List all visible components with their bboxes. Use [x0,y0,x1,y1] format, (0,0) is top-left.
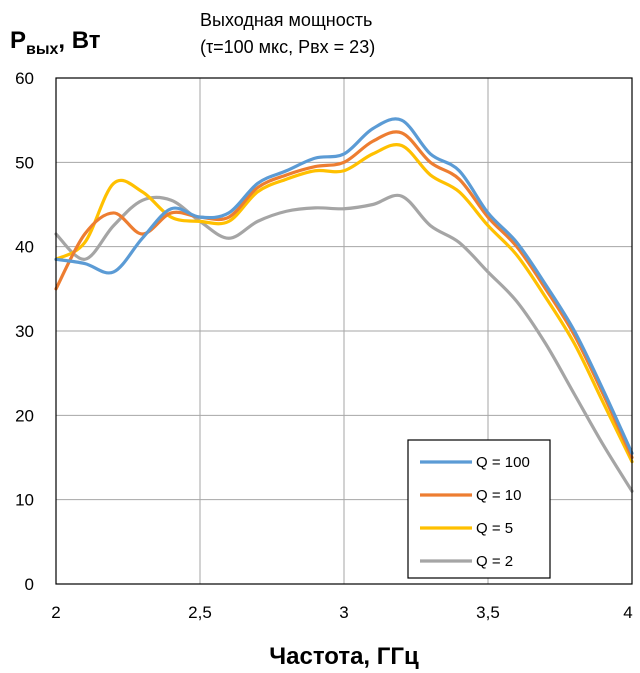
tick-labels: 0 10 20 30 40 50 60 2 2,5 3 3,5 4 [15,69,633,622]
y-tick-label: 60 [15,69,34,88]
series-line-q-5 [54,143,634,464]
x-tick-label: 2,5 [188,603,212,622]
y-tick-label: 50 [15,153,34,172]
y-tick-label: 30 [15,322,34,341]
x-tick-label: 3,5 [476,603,500,622]
chart-title-line1: Выходная мощность [200,10,372,30]
y-tick-label: 20 [15,406,34,425]
y-tick-label: 10 [15,491,34,510]
chart-title-line2: (τ=100 мкс, Рвх = 23) [200,37,375,57]
legend-label: Q = 5 [476,520,513,537]
y-axis-label: Pвых, Вт [10,27,101,58]
y-axis-label-unit: , Вт [58,27,100,54]
legend-label: Q = 2 [476,553,513,570]
x-tick-label: 4 [623,603,632,622]
legend-label: Q = 100 [476,454,530,471]
x-axis-label: Частота, ГГц [269,643,419,670]
legend-box [407,439,551,579]
plot-frame [55,77,633,585]
y-tick-label: 0 [25,575,34,594]
legend-label: Q = 10 [476,487,521,504]
x-tick-label: 2 [51,603,60,622]
y-tick-label: 40 [15,238,34,257]
legend-items: Q = 100 Q = 10 Q = 5 Q = 2 [420,454,530,570]
series-line-q-100 [54,117,634,455]
legend: Q = 100 Q = 10 Q = 5 Q = 2 [407,439,551,579]
series-layer [54,117,634,493]
y-axis-label-main: P [10,27,26,54]
y-axis-label-subscript: вых [26,41,59,58]
x-tick-label: 3 [339,603,348,622]
